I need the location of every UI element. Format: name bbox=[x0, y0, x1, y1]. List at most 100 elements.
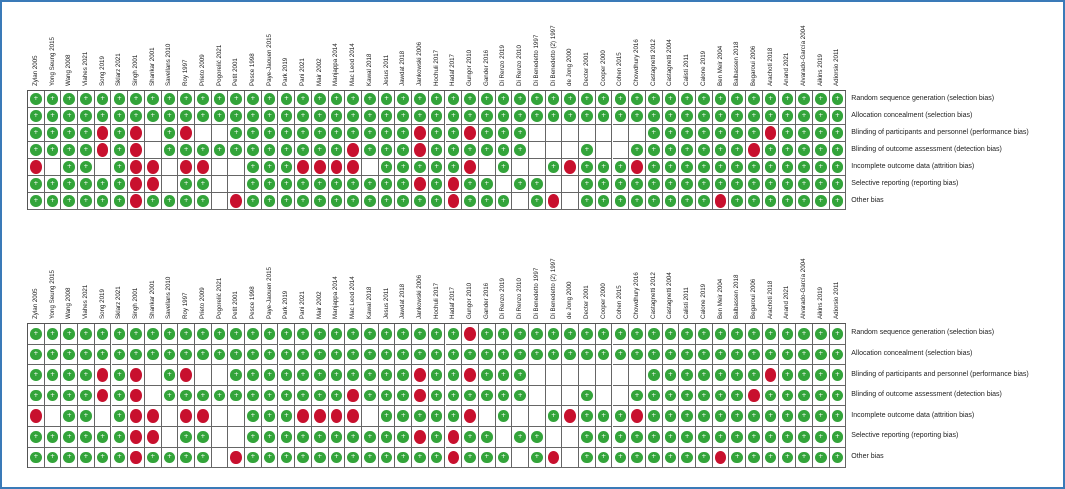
rating-cell bbox=[562, 142, 580, 159]
rating-cell: + bbox=[94, 108, 112, 125]
rating-cell: + bbox=[829, 142, 847, 159]
rating-cell: + bbox=[295, 385, 312, 407]
study-label: Song 2019 bbox=[98, 289, 106, 319]
low-risk-dot: + bbox=[464, 348, 476, 361]
rating-cell: + bbox=[311, 324, 329, 345]
high-risk-dot bbox=[447, 194, 460, 208]
rating-cell bbox=[545, 365, 563, 386]
rating-cell bbox=[595, 385, 613, 407]
low-risk-dot: + bbox=[631, 389, 643, 402]
rating-cell: + bbox=[328, 142, 346, 159]
low-risk-dot: + bbox=[781, 389, 794, 402]
study-label: Pogorelić 2021 bbox=[215, 44, 223, 86]
low-risk-dot: + bbox=[681, 369, 693, 381]
low-risk-dot: + bbox=[748, 369, 760, 381]
rating-cell: + bbox=[712, 427, 730, 448]
high-risk-dot bbox=[146, 160, 159, 174]
rating-cell: + bbox=[211, 344, 229, 366]
low-risk-dot: + bbox=[597, 161, 610, 173]
rating-cell: + bbox=[395, 324, 413, 345]
domain-label: Allocation concealment (selection bias) bbox=[851, 349, 973, 357]
rating-cell: + bbox=[812, 324, 830, 345]
rating-cell: + bbox=[529, 324, 546, 345]
rating-cell: + bbox=[261, 447, 279, 469]
study-label: Singh 2001 bbox=[132, 54, 140, 86]
rating-cell: + bbox=[345, 108, 362, 125]
domain-label: Blinding of outcome assessment (detectio… bbox=[851, 145, 1002, 153]
rating-cell bbox=[28, 159, 45, 176]
rating-cell: + bbox=[529, 108, 546, 125]
study-label: Prieto 2009 bbox=[198, 54, 206, 86]
low-risk-dot: + bbox=[146, 451, 159, 464]
high-risk-dot bbox=[714, 450, 727, 465]
rating-cell: + bbox=[729, 176, 747, 193]
low-risk-dot: + bbox=[30, 110, 42, 122]
low-risk-dot: + bbox=[330, 127, 343, 139]
rating-cell bbox=[94, 159, 112, 176]
low-risk-dot: + bbox=[364, 348, 376, 361]
low-risk-dot: + bbox=[113, 451, 126, 464]
low-risk-dot: + bbox=[748, 195, 760, 207]
low-risk-dot: + bbox=[113, 110, 126, 122]
rating-cell: + bbox=[78, 365, 95, 386]
rating-cell bbox=[362, 159, 379, 176]
low-risk-dot: + bbox=[547, 161, 560, 173]
low-risk-dot: + bbox=[714, 110, 727, 122]
rating-cell: + bbox=[28, 125, 45, 142]
rating-cell bbox=[595, 365, 613, 386]
low-risk-dot: + bbox=[514, 327, 526, 340]
low-risk-dot: + bbox=[698, 389, 710, 402]
low-risk-dot: + bbox=[698, 195, 710, 207]
low-risk-dot: + bbox=[614, 410, 627, 423]
rating-cell: + bbox=[512, 385, 529, 407]
rating-cell: + bbox=[495, 447, 513, 469]
rating-cell: + bbox=[245, 125, 262, 142]
low-risk-dot: + bbox=[280, 410, 293, 423]
low-risk-dot: + bbox=[130, 327, 142, 340]
rating-cell: + bbox=[94, 176, 112, 193]
rating-cell: + bbox=[412, 324, 429, 345]
low-risk-dot: + bbox=[581, 195, 593, 207]
rating-cell: + bbox=[545, 159, 563, 176]
low-risk-dot: + bbox=[647, 93, 660, 105]
low-risk-dot: + bbox=[247, 178, 259, 190]
rating-cell: + bbox=[395, 365, 413, 386]
rating-cell: + bbox=[629, 447, 646, 469]
rating-cell: + bbox=[696, 344, 713, 366]
rating-cell bbox=[144, 427, 162, 448]
low-risk-dot: + bbox=[597, 178, 610, 190]
study-label: Song 2019 bbox=[98, 56, 106, 86]
rating-cell: + bbox=[662, 406, 680, 427]
rating-cell: + bbox=[696, 406, 713, 427]
low-risk-dot: + bbox=[80, 348, 92, 361]
rating-cell: + bbox=[378, 344, 396, 366]
rating-cell: + bbox=[679, 324, 696, 345]
study-label: Viahes 2021 bbox=[81, 51, 89, 86]
high-risk-dot bbox=[96, 368, 109, 382]
high-risk-dot bbox=[130, 126, 142, 140]
rating-cell: + bbox=[829, 108, 847, 125]
rating-cell bbox=[228, 406, 246, 427]
low-risk-dot: + bbox=[664, 127, 677, 139]
high-risk-dot bbox=[464, 368, 476, 382]
low-risk-dot: + bbox=[748, 178, 760, 190]
low-risk-dot: + bbox=[631, 430, 643, 443]
rating-cell: + bbox=[61, 385, 79, 407]
high-risk-dot bbox=[330, 160, 343, 174]
rating-cell: + bbox=[44, 385, 62, 407]
low-risk-dot: + bbox=[163, 348, 176, 361]
rating-cell: + bbox=[161, 344, 179, 366]
rating-cell: + bbox=[328, 324, 346, 345]
rating-cell: + bbox=[662, 365, 680, 386]
high-risk-dot bbox=[230, 450, 243, 465]
rating-cell bbox=[144, 385, 162, 407]
rating-cell bbox=[562, 365, 580, 386]
rating-cell: + bbox=[529, 193, 546, 210]
rating-cell: + bbox=[195, 193, 212, 210]
low-risk-dot: + bbox=[664, 93, 677, 105]
low-risk-dot: + bbox=[113, 178, 126, 190]
low-risk-dot: + bbox=[798, 93, 810, 105]
rating-cell bbox=[529, 142, 546, 159]
low-risk-dot: + bbox=[63, 195, 76, 207]
rating-cell: + bbox=[629, 193, 646, 210]
